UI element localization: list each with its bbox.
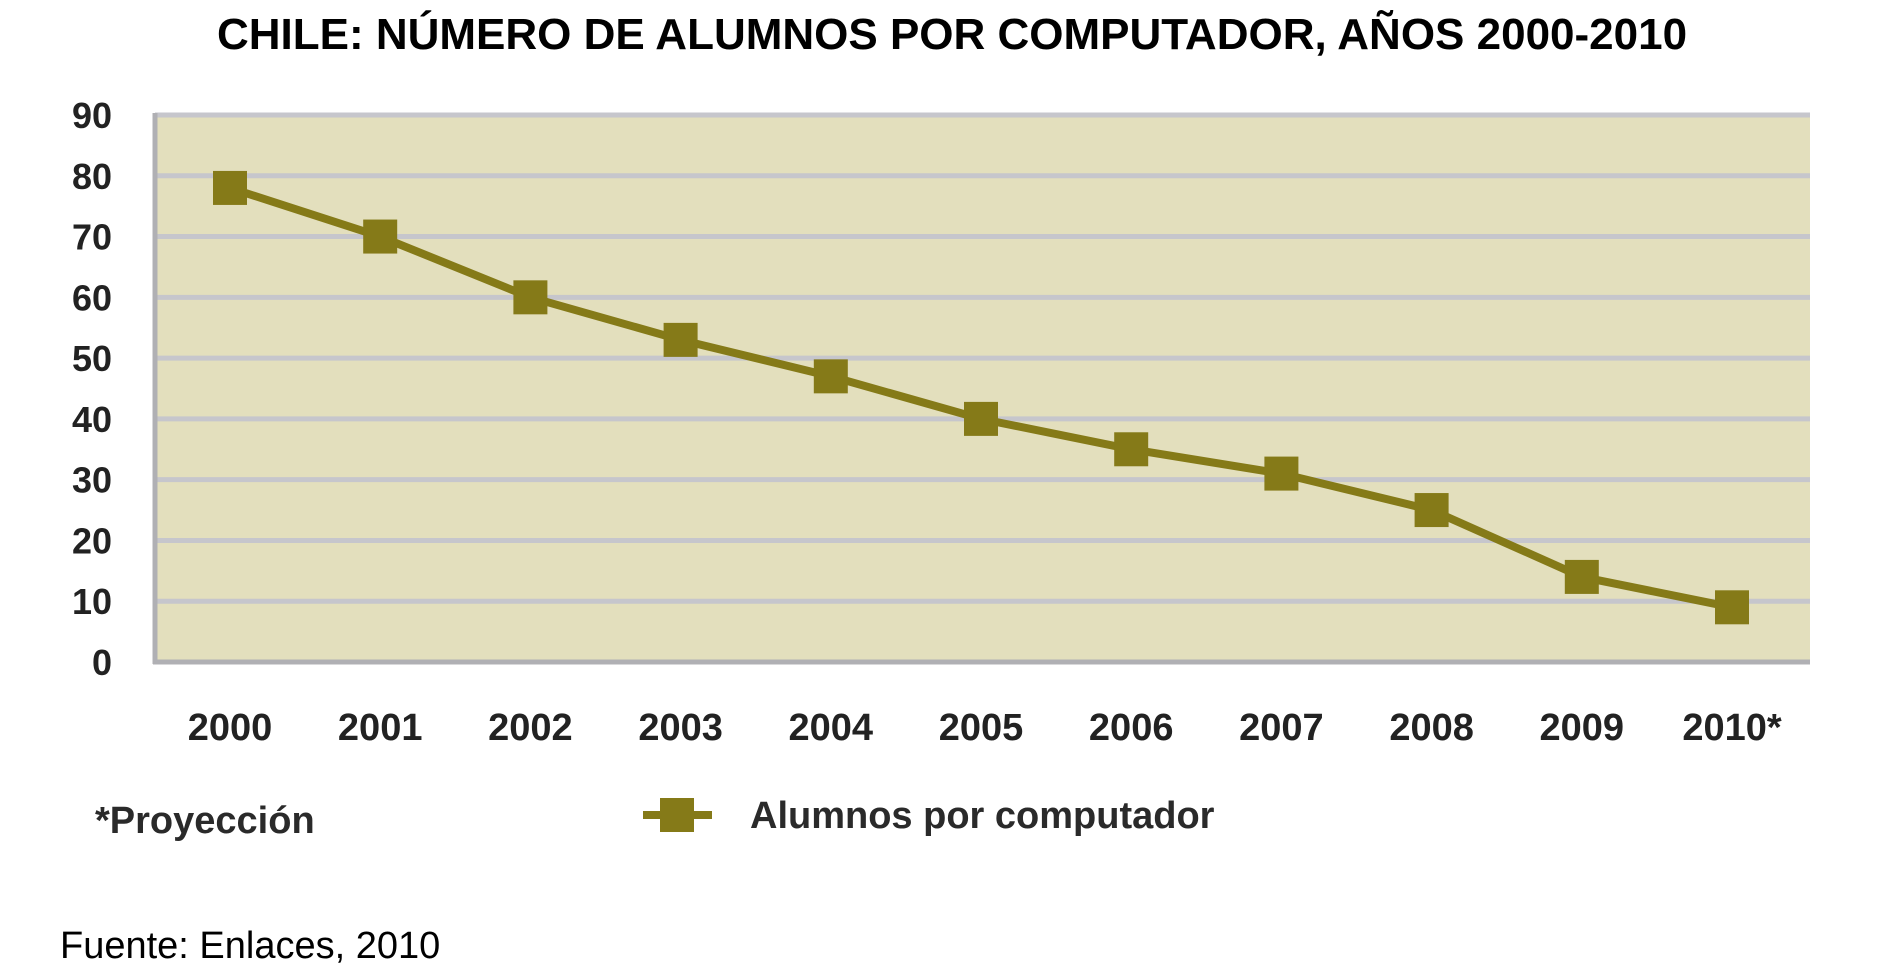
x-tick-label: 2000 [188,707,273,749]
x-tick-label: 2001 [338,707,423,749]
x-tick-label: 2006 [1089,707,1174,749]
x-tick-label: 2002 [488,707,573,749]
x-tick-label: 2005 [939,707,1024,749]
legend-label: Alumnos por computador [750,795,1215,837]
x-tick-label: 2004 [789,707,874,749]
x-tick-label: 2010* [1682,707,1782,749]
x-axis-ticks: 2000 2001 2002 2003 2004 2005 2006 2007 2008 2009… [188,707,1782,749]
y-tick-label: 70 [72,217,112,258]
legend: Alumnos por computador [643,795,1215,837]
data-point-2009 [1564,559,1599,594]
data-point-2008 [1414,493,1449,528]
x-tick-label: 2007 [1239,707,1324,749]
y-tick-label: 30 [72,460,112,501]
y-tick-label: 40 [72,399,112,440]
axes [152,113,1810,665]
x-tick-label: 2008 [1389,707,1474,749]
footnote-projection: *Proyección [95,800,315,842]
y-tick-label: 60 [72,277,112,318]
data-point-2005 [964,401,998,436]
source-note: Fuente: Enlaces, 2010 [60,925,441,967]
y-tick-label: 20 [72,520,112,561]
data-point-2010* [1715,590,1749,625]
y-tick-label: 10 [72,581,112,622]
series-alumnos [213,170,1749,625]
y-tick-label: 90 [72,95,112,136]
plot-area [155,115,1810,662]
x-tick-label: 2009 [1540,707,1625,749]
data-point-2003 [663,322,698,357]
y-tick-label: 50 [72,338,112,379]
y-tick-label: 80 [72,156,112,197]
data-point-2001 [363,219,398,254]
data-point-2006 [1114,432,1149,467]
data-point-2007 [1264,456,1299,491]
gridlines [155,112,1810,604]
x-tick-label: 2003 [638,707,723,749]
y-axis-ticks: 0 10 20 30 40 50 60 70 80 90 [72,95,112,683]
data-point-2002 [513,280,548,315]
legend-marker-swatch [660,798,694,832]
y-tick-label: 0 [92,642,112,683]
data-point-2004 [813,359,848,394]
chart-title: CHILE: NÚMERO DE ALUMNOS POR COMPUTADOR,… [216,10,1688,59]
data-point-2000 [213,170,247,205]
